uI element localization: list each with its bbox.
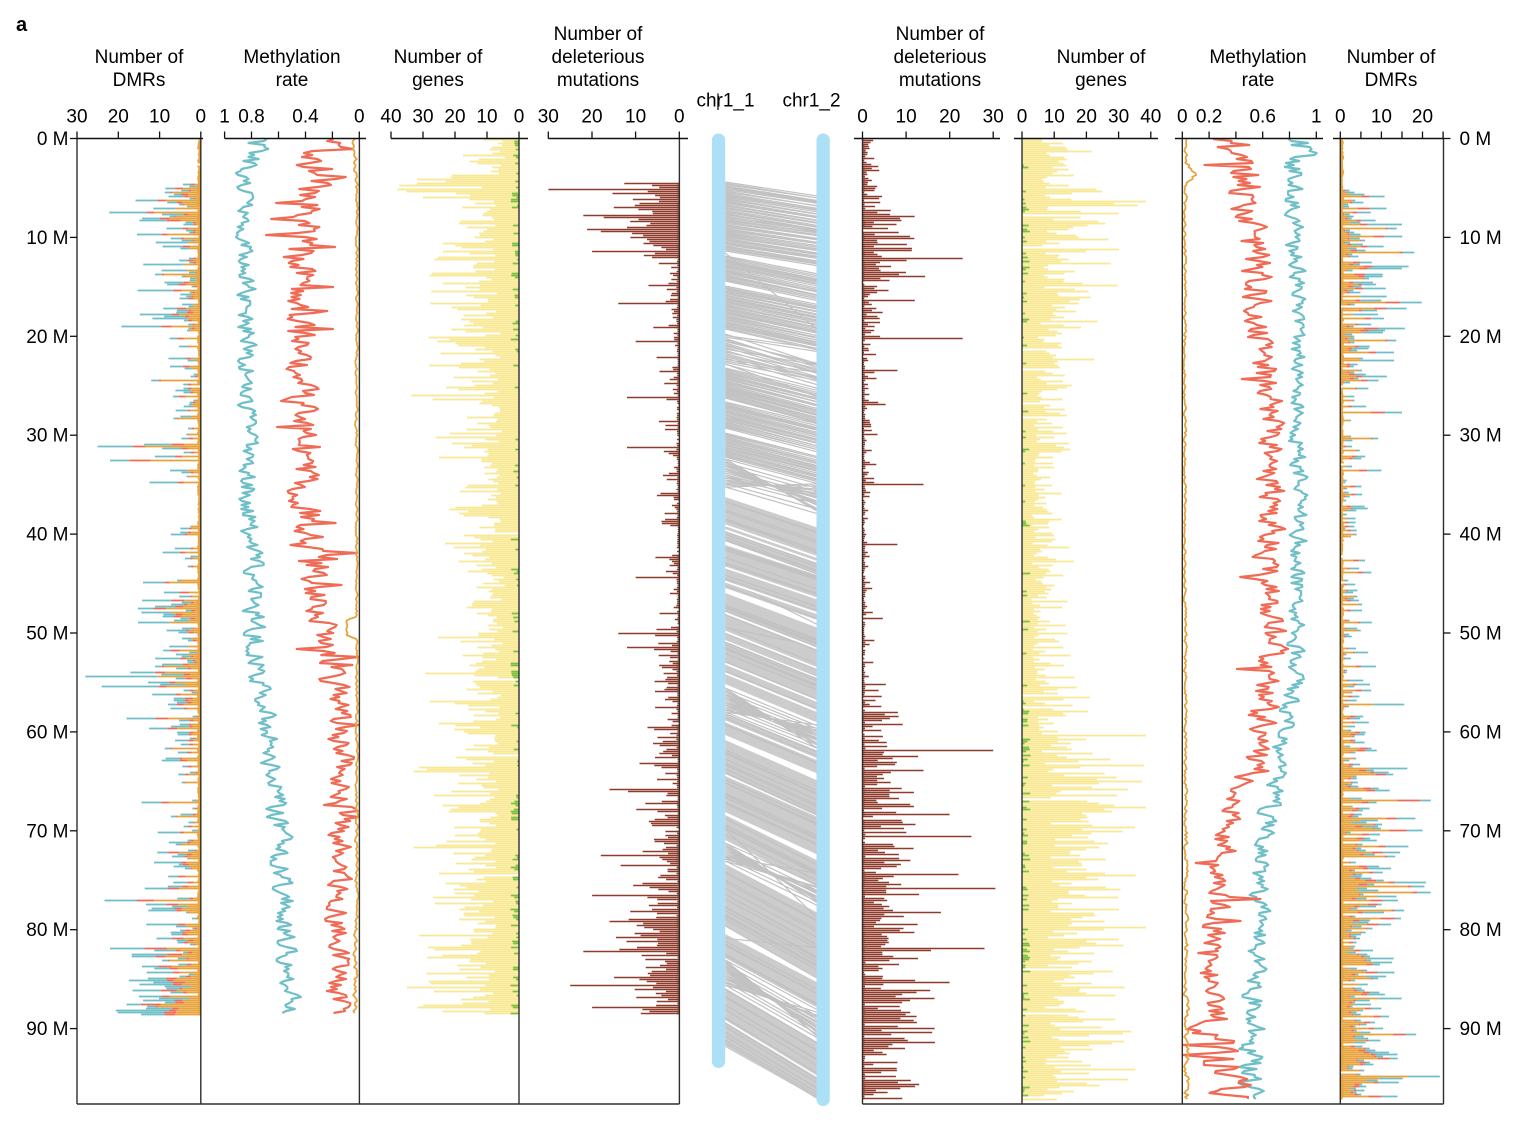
- svg-text:Number of: Number of: [1347, 47, 1436, 68]
- svg-text:1: 1: [219, 107, 230, 128]
- svg-text:20 M: 20 M: [1460, 327, 1502, 348]
- svg-text:40 M: 40 M: [1460, 525, 1502, 546]
- svg-text:0: 0: [196, 107, 207, 128]
- svg-text:10: 10: [476, 107, 497, 128]
- svg-text:70 M: 70 M: [26, 821, 68, 842]
- svg-text:20 M: 20 M: [26, 327, 68, 348]
- svg-text:0.4: 0.4: [292, 107, 319, 128]
- svg-text:genes: genes: [1075, 70, 1127, 91]
- svg-text:Number of: Number of: [95, 47, 184, 68]
- svg-text:0 M: 0 M: [1460, 129, 1492, 150]
- svg-text:DMRs: DMRs: [1365, 70, 1418, 91]
- svg-text:30: 30: [983, 107, 1004, 128]
- svg-text:0.2: 0.2: [1196, 107, 1222, 128]
- svg-text:Methylation: Methylation: [1209, 47, 1306, 68]
- svg-text:10 M: 10 M: [26, 228, 68, 249]
- svg-text:10 M: 10 M: [1460, 228, 1502, 249]
- svg-text:20: 20: [108, 107, 129, 128]
- svg-text:40 M: 40 M: [26, 525, 68, 546]
- svg-text:0: 0: [1177, 107, 1188, 128]
- svg-text:Number of: Number of: [394, 47, 483, 68]
- svg-text:10: 10: [896, 107, 917, 128]
- svg-text:20: 20: [581, 107, 602, 128]
- svg-text:mutations: mutations: [899, 70, 981, 91]
- svg-text:chr1_1: chr1_1: [696, 91, 754, 112]
- svg-text:90 M: 90 M: [26, 1019, 68, 1040]
- svg-text:30 M: 30 M: [1460, 426, 1502, 447]
- svg-text:20: 20: [1412, 107, 1433, 128]
- svg-text:0: 0: [1335, 107, 1346, 128]
- svg-text:20: 20: [939, 107, 960, 128]
- svg-text:a: a: [16, 14, 28, 36]
- svg-text:40: 40: [1140, 107, 1161, 128]
- svg-text:40: 40: [380, 107, 401, 128]
- svg-text:rate: rate: [1242, 70, 1275, 91]
- svg-text:1: 1: [1311, 107, 1322, 128]
- svg-text:10: 10: [149, 107, 170, 128]
- svg-text:deleterious: deleterious: [894, 47, 987, 68]
- svg-text:rate: rate: [276, 70, 309, 91]
- svg-text:0: 0: [514, 107, 525, 128]
- svg-text:0.8: 0.8: [238, 107, 264, 128]
- svg-text:30: 30: [412, 107, 433, 128]
- svg-text:Methylation: Methylation: [243, 47, 340, 68]
- svg-text:genes: genes: [412, 70, 464, 91]
- svg-text:0.6: 0.6: [1249, 107, 1275, 128]
- svg-text:90 M: 90 M: [1460, 1019, 1502, 1040]
- svg-text:60 M: 60 M: [1460, 722, 1502, 743]
- svg-text:50 M: 50 M: [1460, 624, 1502, 645]
- svg-text:60 M: 60 M: [26, 722, 68, 743]
- svg-text:30: 30: [538, 107, 559, 128]
- svg-text:deleterious: deleterious: [552, 47, 645, 68]
- svg-text:Number of: Number of: [1057, 47, 1146, 68]
- svg-text:80 M: 80 M: [26, 920, 68, 941]
- svg-text:0: 0: [354, 107, 365, 128]
- svg-text:10: 10: [625, 107, 646, 128]
- svg-text:30: 30: [66, 107, 87, 128]
- svg-text:30 M: 30 M: [26, 426, 68, 447]
- svg-text:80 M: 80 M: [1460, 920, 1502, 941]
- svg-text:Number of: Number of: [896, 24, 985, 45]
- svg-text:30: 30: [1108, 107, 1129, 128]
- svg-text:Number of: Number of: [554, 24, 643, 45]
- svg-text:20: 20: [444, 107, 465, 128]
- svg-text:10: 10: [1044, 107, 1065, 128]
- svg-text:0: 0: [857, 107, 868, 128]
- svg-text:0: 0: [674, 107, 685, 128]
- svg-text:50 M: 50 M: [26, 624, 68, 645]
- svg-text:DMRs: DMRs: [113, 70, 166, 91]
- svg-text:20: 20: [1076, 107, 1097, 128]
- svg-text:10: 10: [1371, 107, 1392, 128]
- svg-text:0 M: 0 M: [37, 129, 69, 150]
- svg-text:0: 0: [1017, 107, 1028, 128]
- svg-text:70 M: 70 M: [1460, 821, 1502, 842]
- svg-text:mutations: mutations: [557, 70, 639, 91]
- svg-text:chr1_2: chr1_2: [782, 91, 840, 112]
